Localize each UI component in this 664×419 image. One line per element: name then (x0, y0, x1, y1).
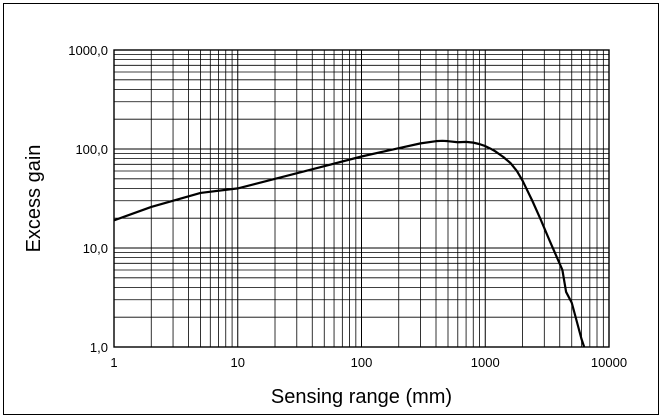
grid-major (113, 49, 610, 348)
y-axis-title: Excess gain (23, 145, 45, 253)
x-tick-label: 100 (351, 355, 373, 370)
x-tick-label: 1 (110, 355, 117, 370)
x-axis-title: Sensing range (mm) (271, 386, 452, 408)
x-tick-labels: 1 10 100 1000 10000 (110, 355, 627, 370)
series-line-0 (113, 139, 586, 348)
y-tick-label: 10,0 (83, 241, 108, 256)
plot-area-border (113, 49, 610, 348)
series-layer (113, 139, 586, 348)
y-tick-label: 1,0 (90, 340, 108, 355)
y-tick-labels: 1,0 10,0 100,0 1000,0 (68, 43, 108, 355)
x-tick-label: 1000 (471, 355, 500, 370)
x-tick-label: 10000 (591, 355, 627, 370)
x-tick-label: 10 (231, 355, 245, 370)
y-tick-label: 1000,0 (68, 43, 108, 58)
y-tick-label: 100,0 (75, 142, 108, 157)
